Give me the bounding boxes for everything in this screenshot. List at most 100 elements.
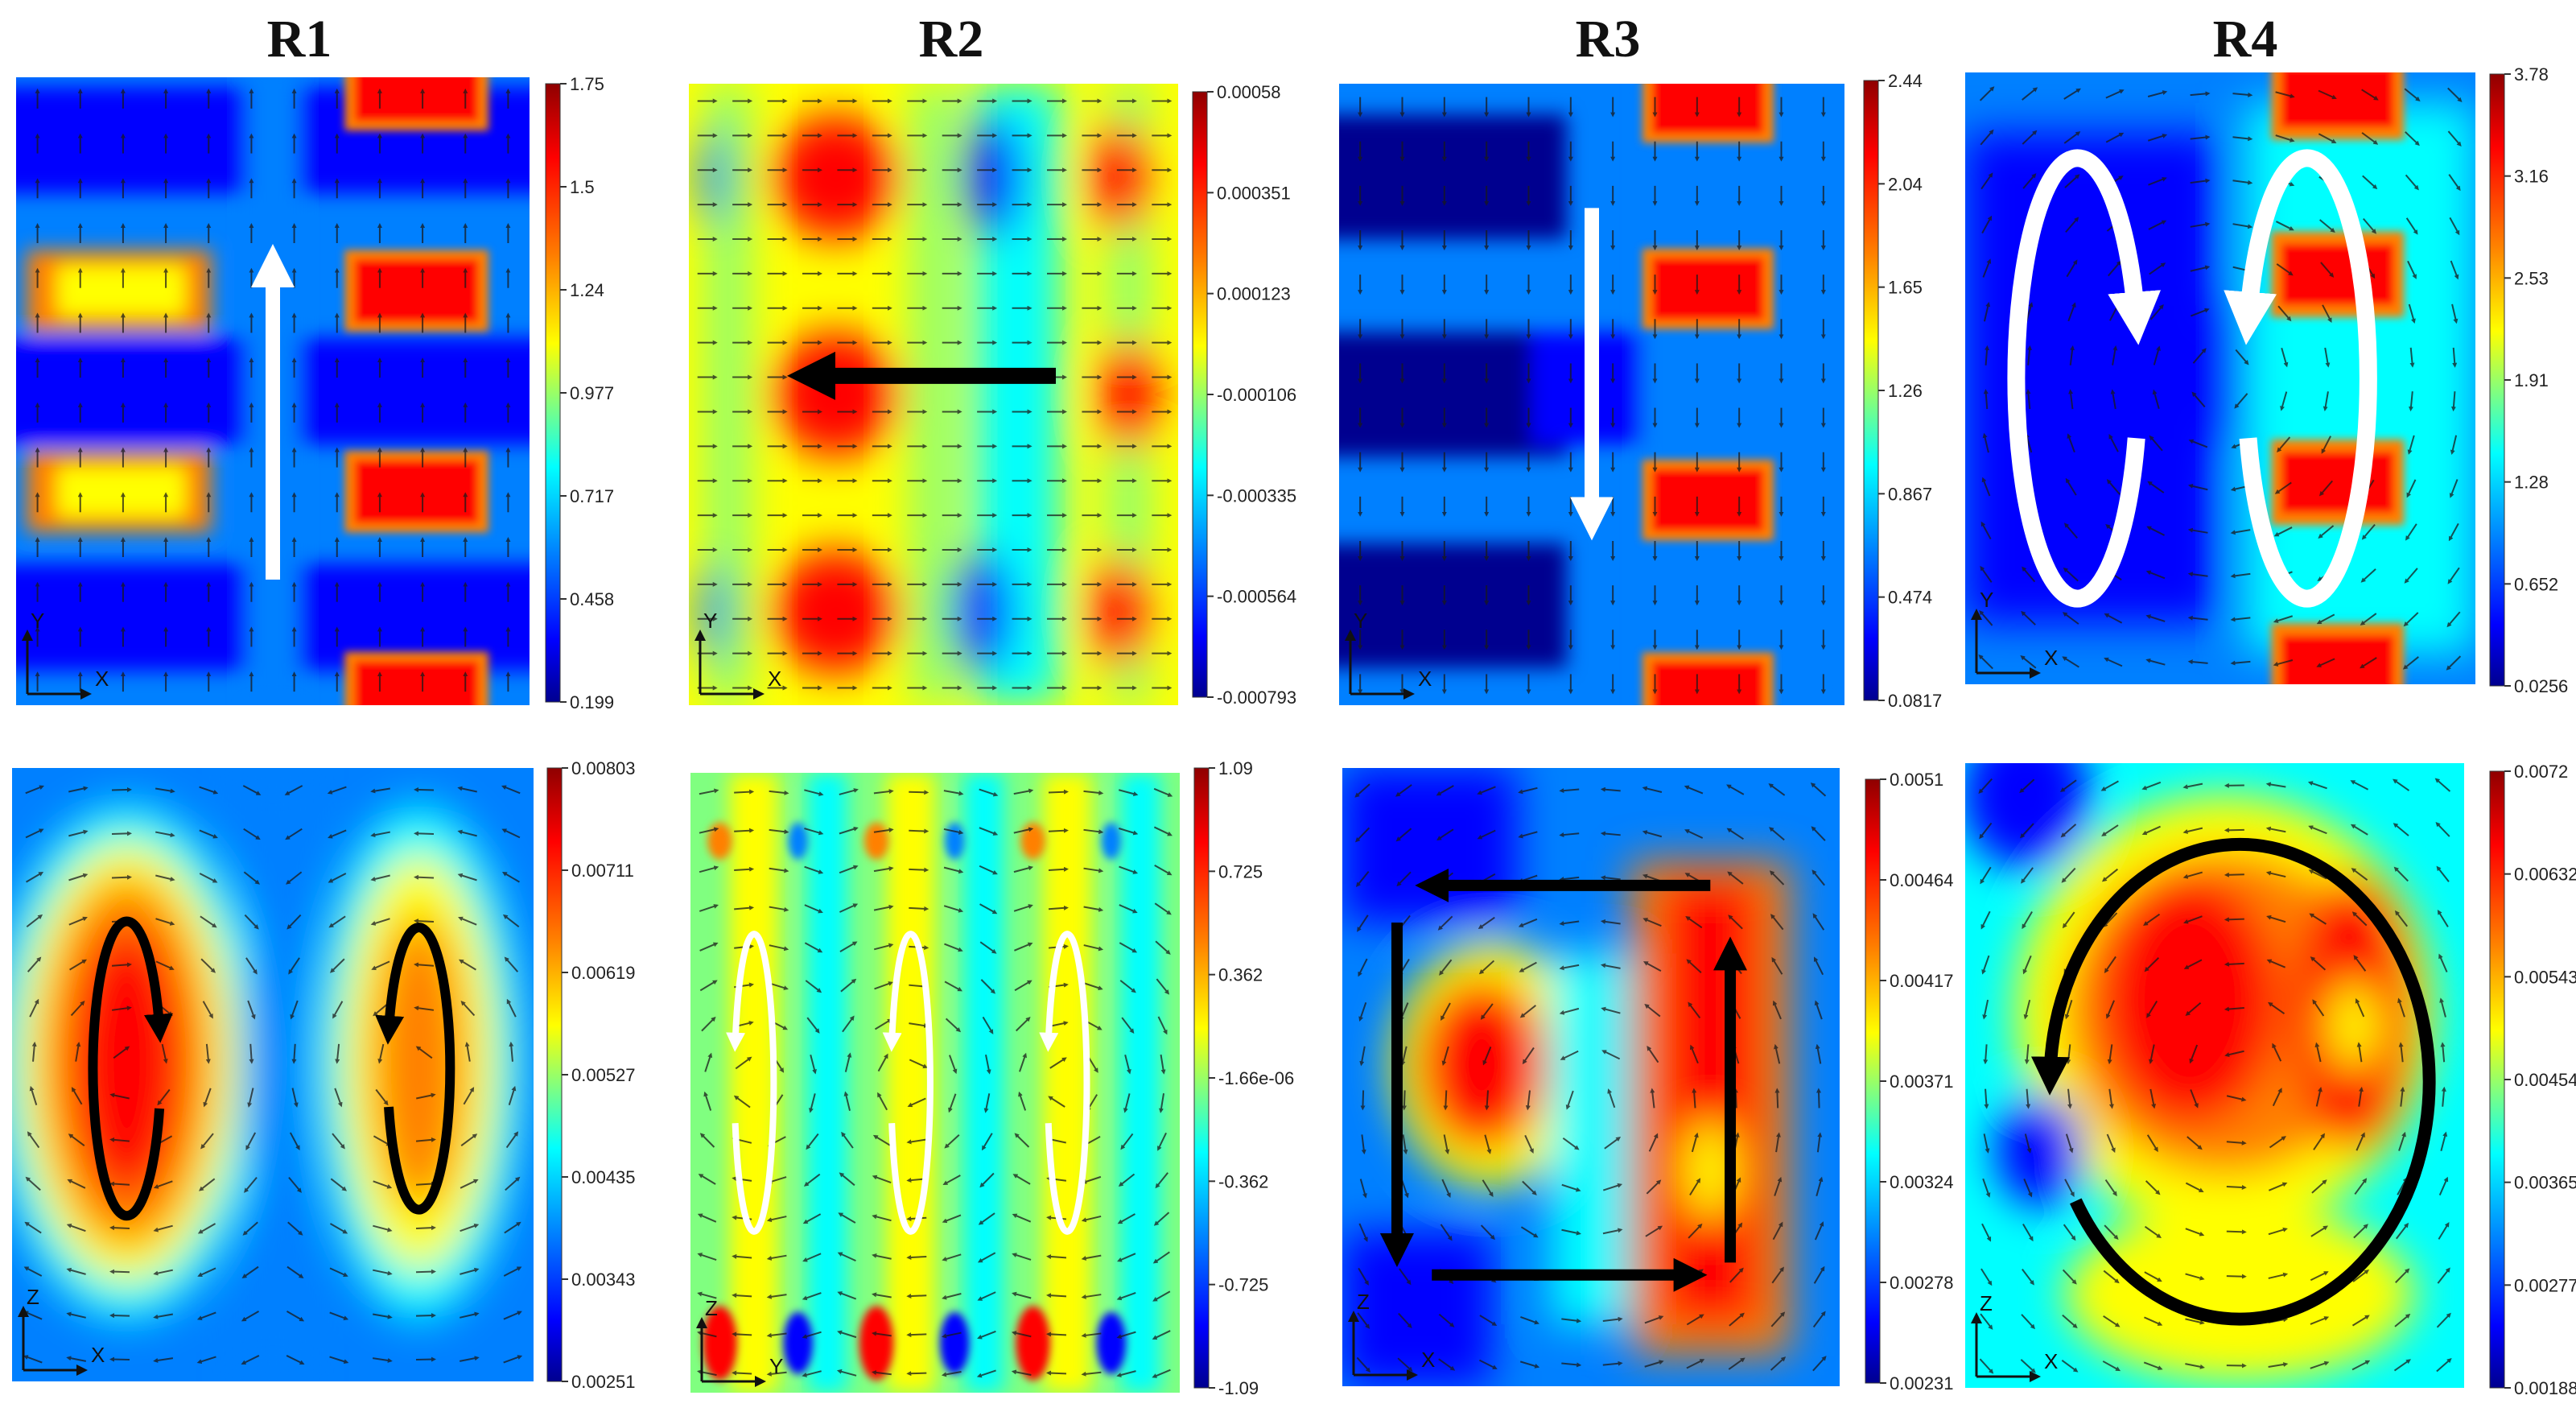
colorbar-tick-label: -0.725	[1218, 1275, 1268, 1295]
colorbar-tick-label: 0.867	[1888, 484, 1932, 504]
colorbar-tick-label: 0.00278	[1890, 1273, 1954, 1293]
colorbar: 1.09 0.725 0.362 -1.66e-06 -0.362 -0.725 -1.09	[1193, 758, 1294, 1398]
colorbar-tick-label: 0.725	[1218, 861, 1263, 881]
axis-indicator: ZX	[1971, 1291, 2058, 1382]
colorbar-tick-label: 0.362	[1218, 965, 1263, 985]
axis-label-vertical: Z	[1357, 1290, 1370, 1314]
colorbar-tick-label: 3.78	[2514, 64, 2549, 85]
axis-label-horizontal: X	[91, 1343, 105, 1367]
column-title-r1: R1	[267, 10, 332, 68]
axis-label-horizontal: X	[768, 667, 781, 691]
axis-label-vertical: Z	[27, 1285, 39, 1309]
contour-field	[1965, 763, 2464, 1388]
panel-r2-top: YX0.000580.0003510.000123-0.000106-0.000…	[689, 82, 1296, 708]
axis-label-vertical: Z	[705, 1296, 718, 1320]
contour-field	[690, 773, 1180, 1393]
axis-indicator: YX	[694, 609, 781, 700]
contour-field	[12, 768, 534, 1381]
axis-indicator: YX	[1971, 588, 2058, 679]
colorbar-tick-label: 0.00231	[1890, 1373, 1954, 1393]
colorbar-tick-label: 2.53	[2514, 268, 2549, 288]
colorbar-tick-label: 0.0051	[1890, 770, 1943, 790]
axis-indicator: ZX	[18, 1285, 105, 1376]
colorbar: 2.44 2.04 1.65 1.26 0.867 0.474 0.0817	[1863, 71, 1942, 711]
colorbar-tick-label: 0.00251	[571, 1372, 636, 1392]
colorbar-tick-label: 0.00711	[571, 861, 634, 881]
panel-r4-bottom: ZX0.00720.006320.005430.004540.003650.00…	[1965, 762, 2576, 1398]
colorbar-tick-label: -0.000564	[1217, 587, 1296, 607]
axis-label-vertical: Y	[1354, 609, 1367, 633]
colorbar-tick-label: 1.09	[1218, 758, 1253, 778]
axis-label-horizontal: X	[1418, 667, 1432, 691]
circulation-arrow	[2030, 837, 2436, 1326]
colorbar-tick-label: 0.00324	[1890, 1172, 1954, 1192]
colorbar-tick-label: -0.000793	[1217, 687, 1296, 708]
circulation-arrow-3	[1039, 931, 1090, 1235]
colorbar-tick-label: 0.00464	[1890, 870, 1954, 890]
colorbar-tick-label: -0.000106	[1217, 385, 1296, 405]
circulation-arrow-left	[88, 916, 173, 1221]
axis-indicator: YX	[1345, 609, 1432, 700]
flow-vectors	[696, 787, 1173, 1378]
axis-label-vertical: Y	[703, 609, 717, 633]
colorbar-tick-label: 0.00619	[571, 963, 636, 983]
colorbar: 0.00803 0.00711 0.00619 0.00527 0.00435 0.003…	[546, 758, 636, 1392]
colorbar-tick-label: 0.717	[570, 486, 614, 506]
colorbar-tick-label: -1.09	[1218, 1378, 1259, 1398]
colorbar-tick-label: 0.00058	[1217, 82, 1281, 102]
flow-vectors	[1978, 778, 2452, 1374]
colorbar: 3.78 3.16 2.53 1.91 1.28 0.652 0.0256	[2489, 64, 2568, 696]
colorbar-tick-label: 1.65	[1888, 278, 1923, 298]
colorbar-tick-label: 2.04	[1888, 174, 1923, 194]
colorbar: 1.75 1.5 1.24 0.977 0.717 0.458 0.199	[545, 74, 614, 712]
colorbar-tick-label: 0.977	[570, 383, 614, 403]
axis-label-horizontal: X	[1421, 1348, 1435, 1372]
colorbar-tick-label: 0.00343	[571, 1270, 636, 1290]
colorbar-tick-label: 0.00543	[2514, 967, 2576, 987]
axis-label-horizontal: X	[95, 667, 109, 691]
circulation-arrow-left	[2007, 149, 2161, 608]
colorbar-tick-label: 1.28	[2514, 473, 2549, 493]
colorbar-tick-label: 1.24	[570, 280, 604, 300]
axis-label-horizontal: X	[2044, 646, 2058, 670]
colorbar-tick-label: 1.26	[1888, 381, 1923, 401]
axis-label-vertical: Y	[1980, 588, 1993, 612]
panel-r2-bottom: ZY1.090.7250.362-1.66e-06-0.362-0.725-1.…	[690, 758, 1294, 1398]
colorbar-tick-label: 0.00803	[571, 758, 636, 778]
colorbar-tick-label: -0.000335	[1217, 485, 1296, 506]
contour-field	[16, 77, 530, 705]
colorbar-tick-label: 0.199	[570, 692, 614, 712]
column-title-r3: R3	[1576, 10, 1641, 68]
axis-label-vertical: Y	[31, 609, 44, 633]
colorbar-tick-label: -1.66e-06	[1218, 1068, 1294, 1088]
colorbar-tick-label: 0.00632	[2514, 865, 2576, 885]
colorbar-tick-label: 0.00188	[2514, 1378, 2576, 1398]
axis-label-horizontal: Y	[769, 1354, 783, 1378]
panel-r3-bottom: ZX0.00510.004640.004170.003710.003240.00…	[1342, 768, 1954, 1393]
colorbar-tick-label: 0.458	[570, 589, 614, 609]
colorbar: 0.0051 0.00464 0.00417 0.00371 0.00324 0.0027…	[1865, 770, 1954, 1393]
panel-r1-bottom: ZX0.008030.007110.006190.005270.004350.0…	[12, 758, 636, 1392]
colorbar-tick-label: 0.000351	[1217, 183, 1291, 203]
axis-label-vertical: Z	[1980, 1291, 1993, 1315]
colorbar-tick-label: 0.474	[1888, 588, 1932, 608]
colorbar-tick-label: 0.000123	[1217, 284, 1291, 304]
circulation-arrow-2	[882, 931, 934, 1235]
colorbar-tick-label: 1.91	[2514, 370, 2549, 390]
circulation-arrow-right	[375, 923, 455, 1215]
colorbar-tick-label: 3.16	[2514, 167, 2549, 187]
colorbar-tick-label: 1.75	[570, 74, 604, 94]
contour-field	[1342, 768, 1840, 1386]
colorbar-tick-label: 2.44	[1888, 71, 1923, 91]
circulation-arrow-right	[2224, 149, 2377, 608]
colorbar-tick-label: 0.652	[2514, 574, 2558, 594]
colorbar: 0.0072 0.00632 0.00543 0.00454 0.00365 0.0027…	[2489, 762, 2576, 1398]
colorbar-tick-label: 1.5	[570, 177, 595, 197]
colorbar-tick-label: 0.00365	[2514, 1173, 2576, 1193]
colorbar-tick-label: 0.0817	[1888, 691, 1942, 711]
contour-field	[1965, 72, 2475, 684]
colorbar-tick-label: 0.00277	[2514, 1275, 2576, 1295]
axis-indicator: YX	[22, 609, 109, 700]
